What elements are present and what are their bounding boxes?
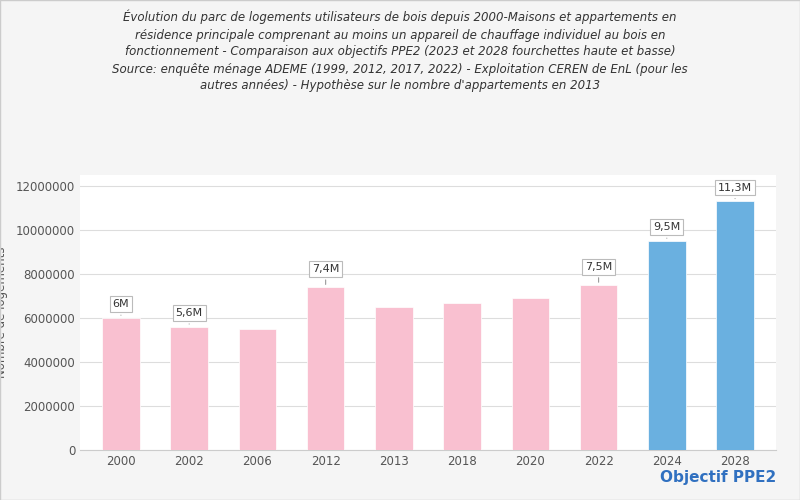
Text: 5,6M: 5,6M: [176, 308, 202, 324]
Bar: [648, 241, 686, 450]
Bar: [307, 287, 345, 450]
Bar: [238, 329, 276, 450]
Text: Objectif PPE2: Objectif PPE2: [660, 470, 776, 485]
Bar: [170, 327, 208, 450]
Text: 7,5M: 7,5M: [585, 262, 612, 282]
Bar: [511, 298, 549, 450]
Y-axis label: Nombre de logements: Nombre de logements: [0, 246, 7, 378]
Text: 7,4M: 7,4M: [312, 264, 339, 284]
Bar: [375, 307, 413, 450]
Bar: [716, 202, 754, 450]
Text: 9,5M: 9,5M: [653, 222, 681, 238]
Bar: [443, 302, 481, 450]
Text: Évolution du parc de logements utilisateurs de bois depuis 2000-Maisons et appar: Évolution du parc de logements utilisate…: [112, 10, 688, 92]
Bar: [580, 285, 618, 450]
Text: 11,3M: 11,3M: [718, 182, 752, 198]
Text: 6M: 6M: [113, 299, 130, 315]
Bar: [102, 318, 140, 450]
